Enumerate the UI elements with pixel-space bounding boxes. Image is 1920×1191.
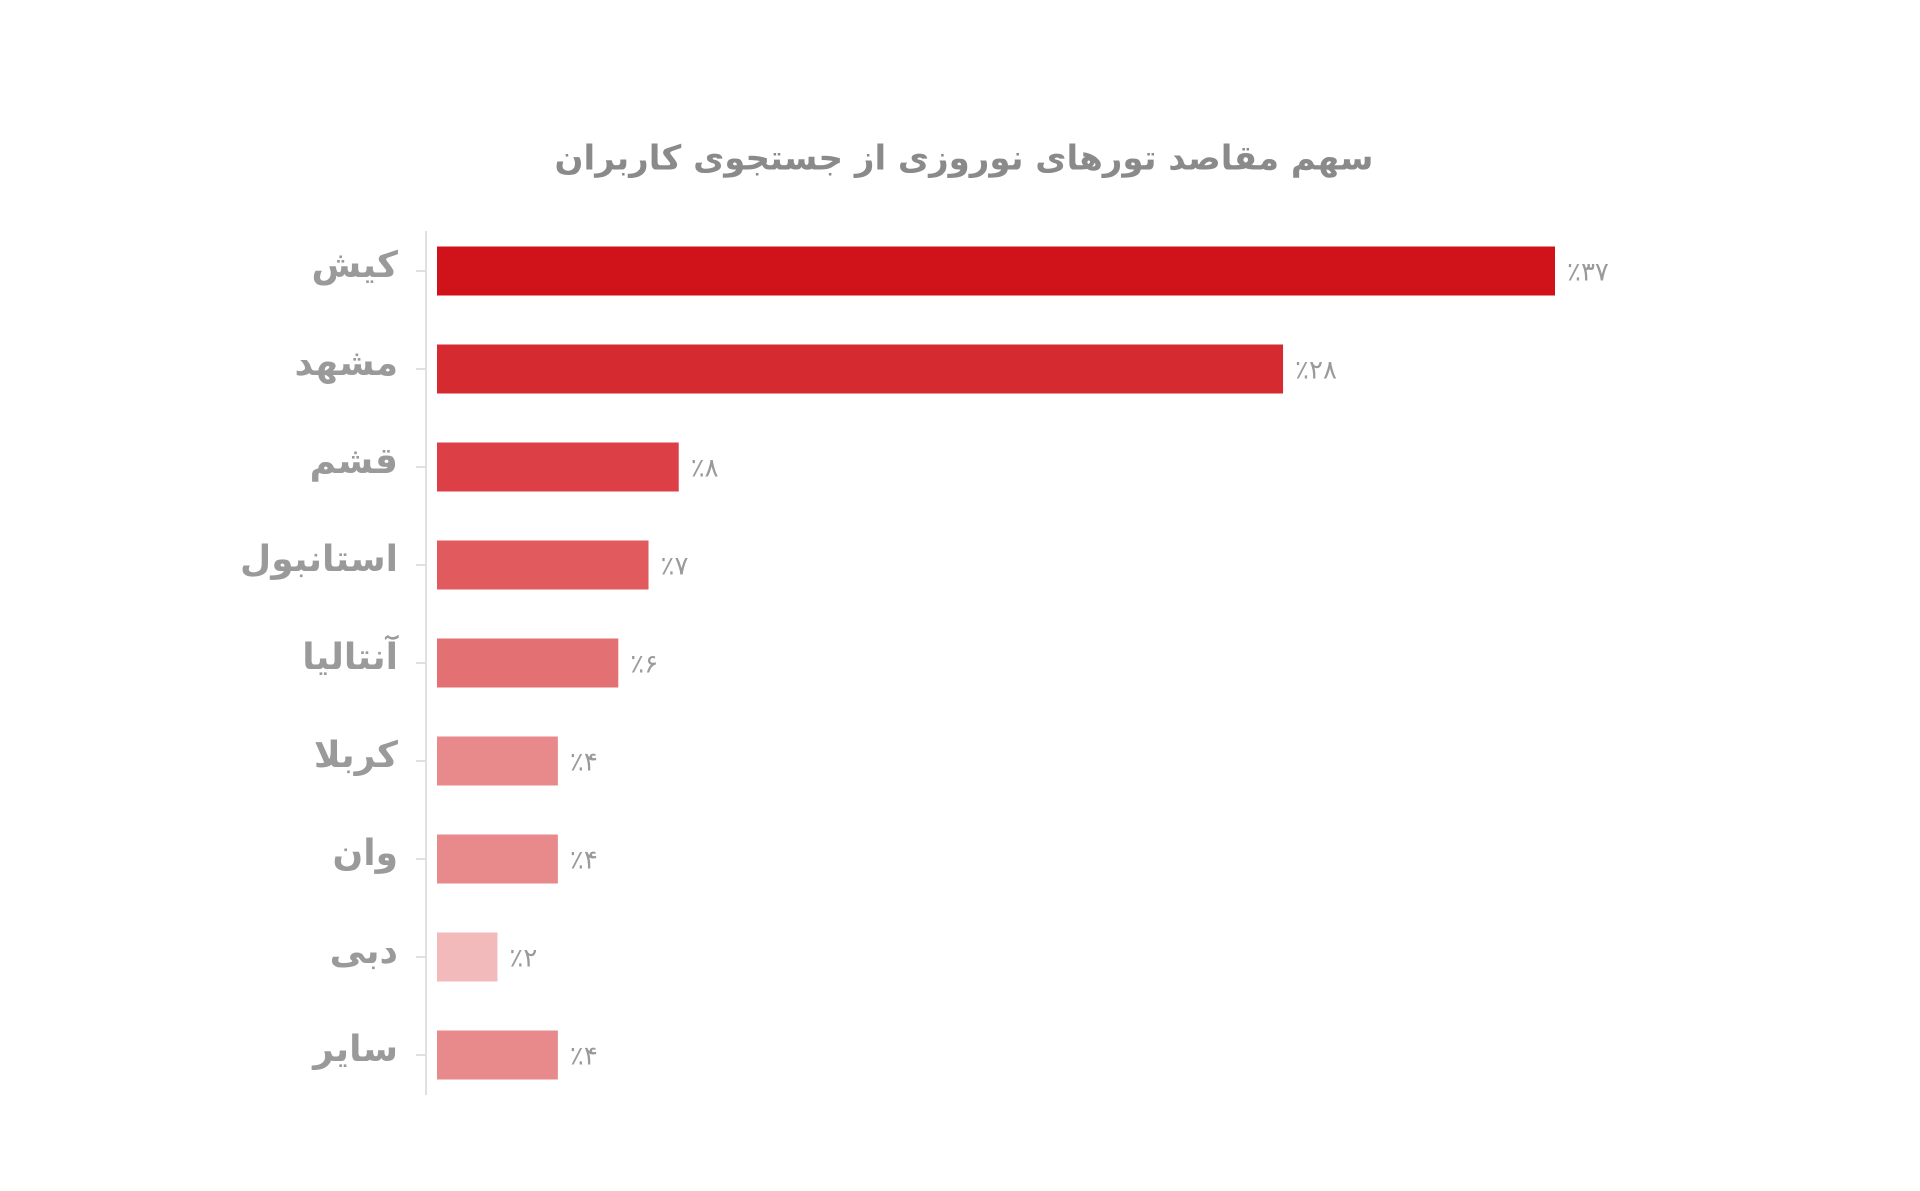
category-label: کیش [311,245,398,286]
chart-title: سهم مقاصد تورهای نوروزی از جستجوی کاربرا… [555,139,1374,179]
category-label: آنتالیا [302,634,399,678]
bar [437,638,619,688]
value-label: ٪۲ [509,944,537,974]
bar [437,442,679,492]
category-label: مشهد [295,343,398,384]
category-label: سایر [311,1029,398,1070]
bar [437,932,498,982]
value-label: ٪۷ [661,552,689,582]
value-label: ٪۲۸ [1295,356,1337,386]
bar [437,736,558,786]
value-label: ٪۸ [691,454,719,484]
bar [437,540,649,590]
value-label: ٪۴ [570,846,598,876]
bar [437,246,1555,296]
bar [437,1030,558,1080]
value-label: ٪۴ [570,1042,598,1072]
category-label: قشم [310,441,398,482]
value-label: ٪۳۷ [1567,258,1609,288]
value-label: ٪۴ [570,748,598,778]
category-label: وان [333,833,398,874]
bar [437,834,558,884]
category-label: دبی [330,931,398,972]
category-label: کربلا [314,735,398,776]
value-label: ٪۶ [630,650,658,680]
category-label: استانبول [240,539,398,580]
bar [437,344,1284,394]
